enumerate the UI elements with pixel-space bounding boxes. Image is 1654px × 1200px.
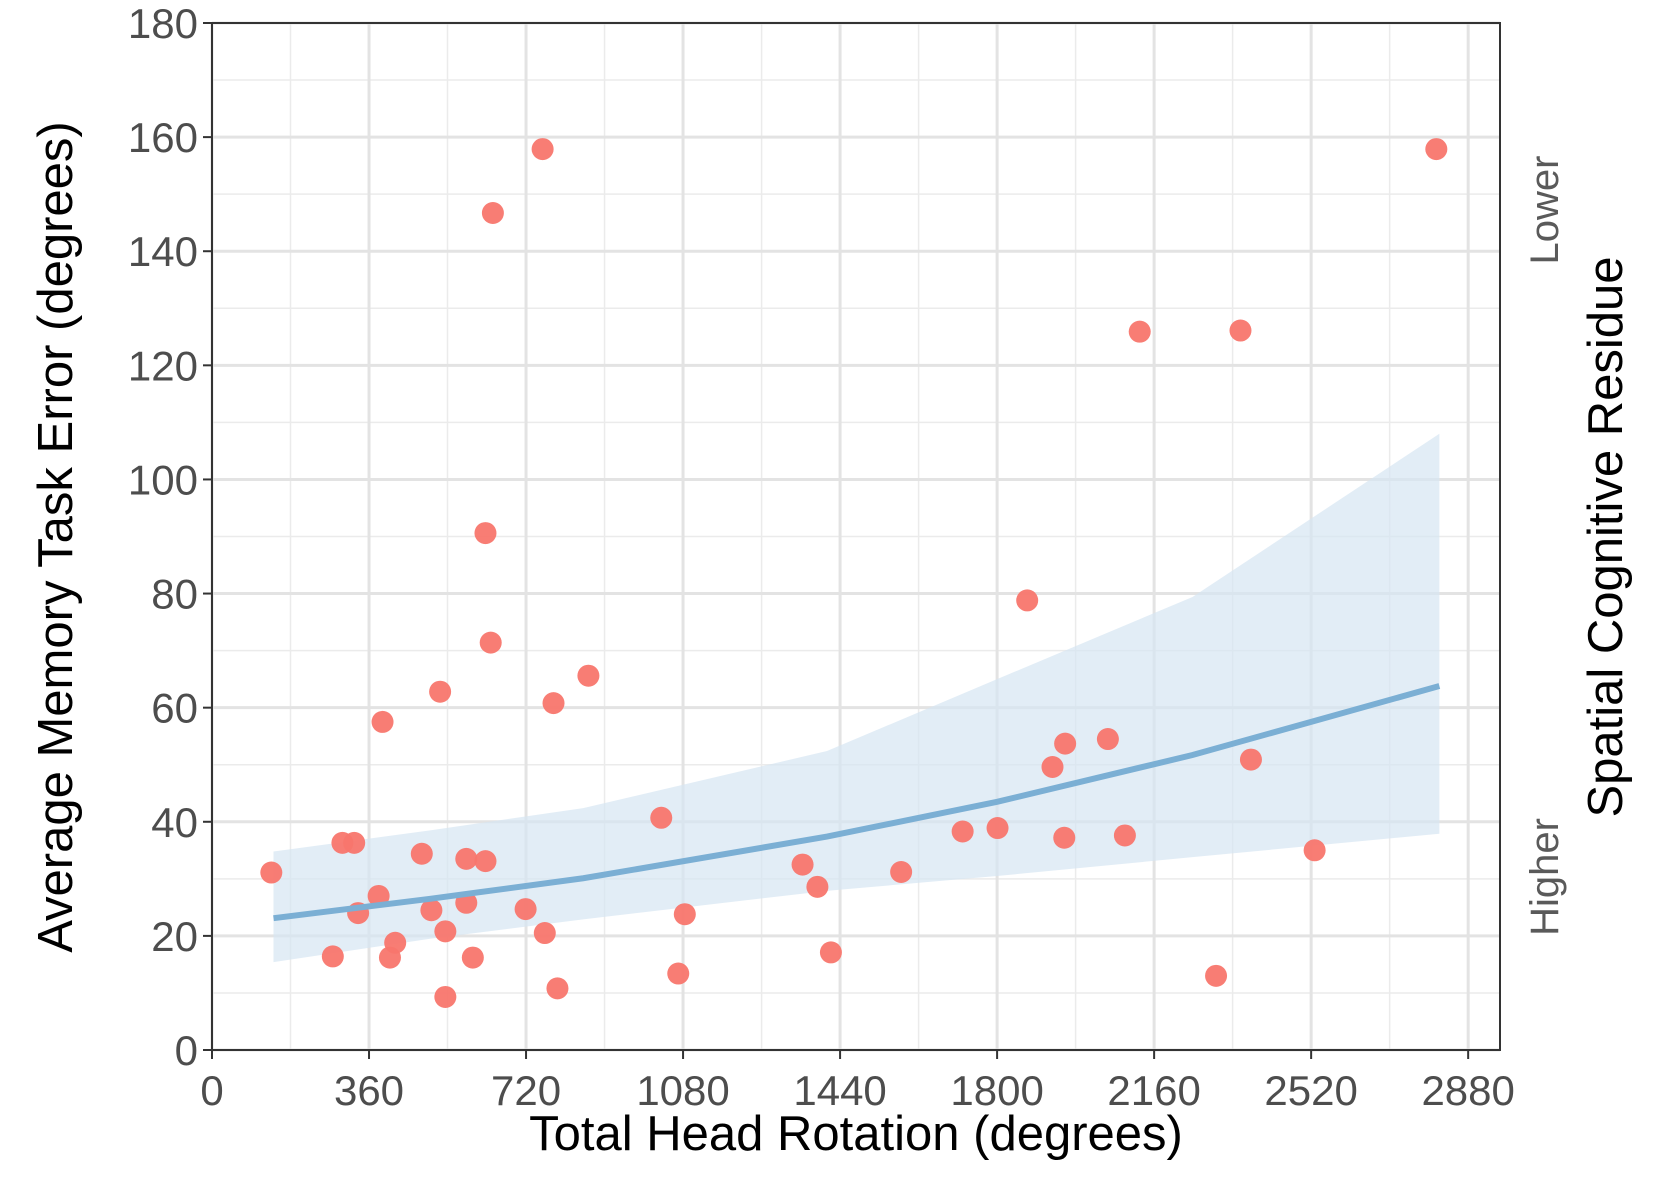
point (461, 946, 484, 969)
point (481, 201, 504, 224)
point (474, 522, 497, 545)
y-tick-label: 140 (128, 228, 198, 275)
point (531, 138, 554, 161)
panel-border (211, 22, 1501, 1051)
point (1096, 728, 1119, 751)
point (650, 806, 673, 829)
point (434, 985, 457, 1008)
point (343, 831, 366, 854)
point (260, 861, 283, 884)
x-tick-label: 720 (491, 1067, 561, 1114)
point (384, 931, 407, 954)
trend-line (273, 683, 1441, 922)
point (533, 922, 556, 945)
y-tick-label: 20 (151, 913, 198, 960)
point (429, 680, 452, 703)
point (479, 631, 502, 654)
point (1229, 319, 1252, 342)
point (410, 842, 433, 865)
point (420, 899, 443, 922)
side-label-top: Lower (1523, 156, 1567, 265)
point (371, 710, 394, 733)
y-tick-label: 120 (128, 342, 198, 389)
point (1303, 839, 1326, 862)
point (542, 692, 565, 715)
point (791, 853, 814, 876)
point (514, 898, 537, 921)
point (951, 820, 974, 843)
x-axis-title: Total Head Rotation (degrees) (529, 1107, 1183, 1161)
point (1041, 756, 1064, 779)
point (367, 884, 390, 907)
point (1205, 964, 1228, 987)
point (1113, 824, 1136, 847)
point (1053, 826, 1076, 849)
point (1128, 320, 1151, 343)
point (1054, 732, 1077, 755)
side-label-bottom: Higher (1523, 818, 1567, 936)
y-axis-title: Average Memory Task Error (degrees) (29, 121, 83, 953)
point (1425, 138, 1448, 161)
x-tick-label: 2160 (1107, 1067, 1200, 1114)
x-tick-label: 2880 (1421, 1067, 1514, 1114)
point (986, 817, 1009, 840)
confidence-band (273, 433, 1440, 963)
x-tick-label: 2520 (1264, 1067, 1357, 1114)
point (321, 945, 344, 968)
point (890, 860, 913, 883)
point (1239, 748, 1262, 771)
x-tick-label: 1080 (636, 1067, 729, 1114)
point (474, 850, 497, 873)
x-tick-label: 1440 (793, 1067, 886, 1114)
y-tick-label: 40 (151, 799, 198, 846)
point (546, 977, 569, 1000)
point (434, 920, 457, 943)
y-tick-label: 0 (175, 1027, 198, 1074)
point (673, 903, 696, 926)
x-tick-label: 360 (334, 1067, 404, 1114)
point (455, 847, 478, 870)
y-tick-label: 100 (128, 456, 198, 503)
point (819, 941, 842, 964)
point (667, 962, 690, 985)
side-title: Spatial Cognitive Residue (1579, 256, 1633, 817)
y-tick-label: 80 (151, 571, 198, 618)
point (577, 664, 600, 687)
x-tick-label: 0 (200, 1067, 223, 1114)
y-tick-label: 60 (151, 685, 198, 732)
y-tick-label: 180 (128, 0, 198, 47)
point (806, 875, 829, 898)
point (1016, 589, 1039, 612)
x-tick-label: 1800 (950, 1067, 1043, 1114)
y-tick-label: 160 (128, 114, 198, 161)
